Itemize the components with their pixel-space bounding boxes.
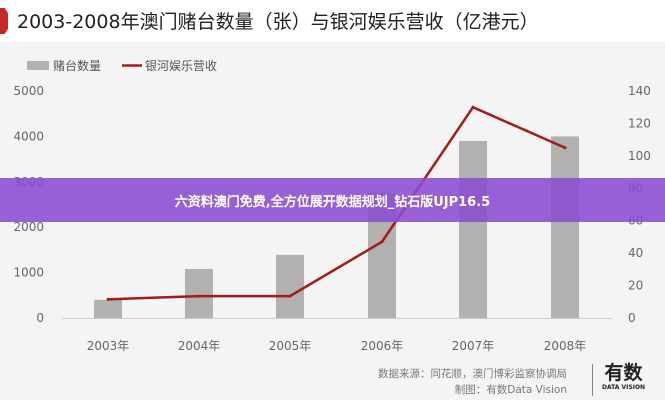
bar-2007年 bbox=[459, 140, 487, 318]
source-line: 数据来源：同花顺，澳门博彩监察协调局 bbox=[378, 368, 567, 380]
chart-title: 2003-2008年澳门赌台数量（张）与银河娱乐营收（亿港元） bbox=[17, 11, 539, 33]
right-axis-tick: 40 bbox=[628, 246, 643, 260]
data-vision-logo: 有数 DATA VISION bbox=[602, 362, 645, 391]
bar-2003年 bbox=[94, 299, 122, 318]
legend-bar-swatch bbox=[27, 61, 49, 70]
bar-2005年 bbox=[276, 254, 304, 318]
line-point-2004年 bbox=[197, 294, 201, 298]
left-axis-tick: 1000 bbox=[13, 266, 44, 280]
x-axis-tick: 2007年 bbox=[452, 339, 495, 353]
bar-2008年 bbox=[551, 136, 579, 318]
bar-2004年 bbox=[185, 268, 213, 318]
right-axis-tick: 20 bbox=[628, 279, 643, 293]
x-axis-tick: 2005年 bbox=[269, 339, 312, 353]
logo-divider bbox=[592, 364, 593, 396]
line-point-2003年 bbox=[106, 297, 110, 301]
title-bar: 2003-2008年澳门赌台数量（张）与银河娱乐营收（亿港元） bbox=[0, 0, 665, 42]
left-axis-tick: 0 bbox=[36, 311, 44, 325]
source-note: 数据来源：同花顺，澳门博彩监察协调局 制图：有数Data Vision bbox=[378, 366, 567, 398]
revenue-line bbox=[107, 105, 566, 301]
x-axis-tick: 2004年 bbox=[178, 339, 221, 353]
left-axis-tick: 5000 bbox=[13, 84, 44, 98]
credit-line: 制图：有数Data Vision bbox=[454, 384, 567, 396]
left-axis-tick: 2000 bbox=[13, 220, 44, 234]
right-axis-tick: 120 bbox=[628, 116, 651, 130]
overlay-banner: 六资料澳门免费,全方位展开数据规划_钻石版UJP16.5 bbox=[0, 178, 665, 222]
line-point-2005年 bbox=[288, 294, 292, 298]
logo-subtext: DATA VISION bbox=[602, 384, 646, 391]
right-axis-tick: 140 bbox=[628, 84, 651, 98]
logo-text: 有数 bbox=[604, 362, 643, 384]
x-axis-tick: 2003年 bbox=[87, 339, 130, 353]
legend-bar-label: 赌台数量 bbox=[53, 58, 101, 73]
line-point-2008年 bbox=[563, 146, 567, 150]
line-point-2007年 bbox=[471, 105, 475, 109]
legend-line-label: 银河娱乐营收 bbox=[145, 59, 217, 73]
title-accent-tag bbox=[0, 8, 8, 34]
right-axis-tick: 100 bbox=[628, 149, 651, 163]
line-point-2006年 bbox=[380, 240, 384, 244]
left-axis-tick: 4000 bbox=[13, 129, 44, 143]
right-axis-tick: 0 bbox=[628, 311, 636, 325]
x-axis-tick: 2006年 bbox=[361, 339, 404, 353]
x-axis-tick: 2008年 bbox=[544, 339, 587, 353]
